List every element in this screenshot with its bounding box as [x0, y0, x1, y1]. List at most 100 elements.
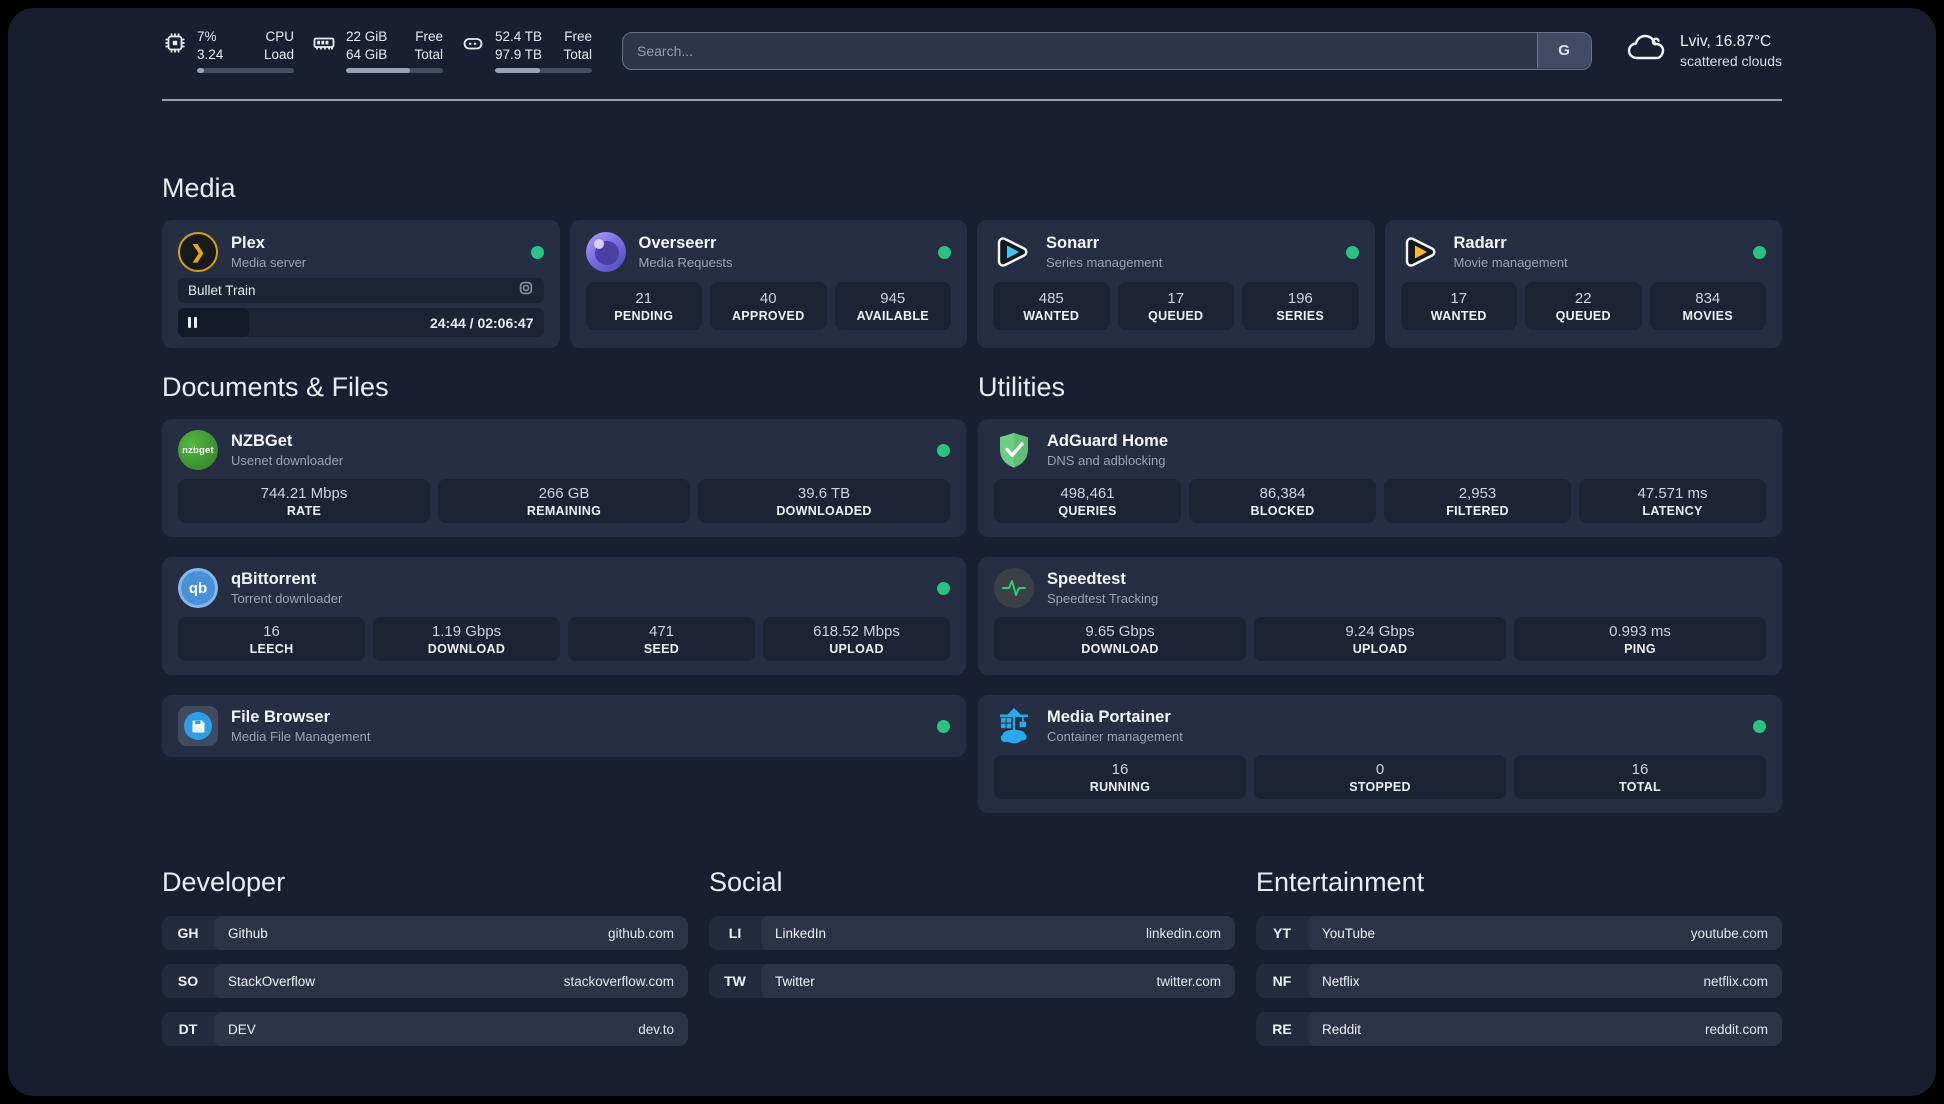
stat-value: 196	[1287, 289, 1313, 307]
stat-label: WANTED	[1430, 308, 1487, 323]
app-card-radarr[interactable]: Radarr Movie management 17 WANTED 22 QUE…	[1384, 220, 1782, 349]
stat-tile: 17 QUEUED	[1117, 282, 1234, 331]
bookmark-stackoverflow[interactable]: SO StackOverflow stackoverflow.com	[162, 964, 688, 999]
app-card-portainer[interactable]: Media Portainer Container management 16 …	[978, 695, 1782, 814]
disk-free: 52.4 TB	[495, 29, 543, 44]
utilities-column: Utilities AdGuard Home	[978, 372, 1782, 814]
stat-tile: 2,953 FILTERED	[1384, 479, 1571, 524]
radarr-icon	[1401, 232, 1441, 272]
stat-tile: 498,461 QUERIES	[994, 479, 1181, 524]
stat-tile: 266 GB REMAINING	[438, 479, 690, 524]
bookmark-twitter[interactable]: TW Twitter twitter.com	[709, 964, 1235, 999]
stat-label: UPLOAD	[829, 641, 884, 656]
status-dot	[938, 245, 951, 259]
app-card-qbittorrent[interactable]: qb qBittorrent Torrent downloader 16 LEE…	[162, 557, 966, 676]
stat-value: 744.21 Mbps	[260, 484, 348, 502]
app-card-speedtest[interactable]: Speedtest Speedtest Tracking 9.65 Gbps D…	[978, 557, 1782, 676]
app-desc: DNS and adblocking	[1047, 453, 1166, 469]
stat-tile: 0 STOPPED	[1254, 755, 1506, 800]
entertainment-column: Entertainment YT YouTube youtube.com NF …	[1256, 867, 1782, 1060]
app-card-adguard[interactable]: AdGuard Home DNS and adblocking 498,461 …	[978, 419, 1782, 538]
ram-widget: 22 GiB 64 GiB Free Total	[311, 28, 443, 74]
bookmarks-area: Developer GH Github github.com SO StackO…	[162, 867, 1782, 1060]
qbittorrent-icon: qb	[178, 568, 218, 609]
stat-value: 22	[1574, 289, 1592, 307]
app-card-sonarr[interactable]: Sonarr Series management 485 WANTED 17 Q…	[977, 220, 1375, 349]
bookmark-url: dev.to	[638, 1021, 674, 1037]
stat-label: QUEUED	[1148, 308, 1204, 323]
ram-icon	[311, 30, 337, 73]
floppy-icon	[184, 712, 212, 741]
app-desc: Usenet downloader	[231, 453, 344, 469]
playback-progress-bar[interactable]: 24:44 / 02:06:47	[178, 308, 544, 338]
search-input[interactable]	[622, 31, 1593, 70]
cpu-labels: CPU Load	[264, 28, 294, 63]
app-card-plex[interactable]: ❯ Plex Media server Bullet Train	[162, 220, 560, 349]
bookmark-youtube[interactable]: YT YouTube youtube.com	[1256, 916, 1782, 951]
stat-value: 498,461	[1060, 484, 1115, 502]
status-dot	[937, 443, 950, 457]
sonarr-icon	[993, 232, 1033, 272]
app-name: Radarr	[1453, 233, 1507, 252]
stat-tile: 9.65 Gbps DOWNLOAD	[994, 617, 1246, 662]
now-playing-row: Bullet Train	[178, 278, 544, 304]
pause-icon[interactable]	[188, 317, 197, 329]
stat-tile: 22 QUEUED	[1525, 282, 1642, 331]
weather-condition: scattered clouds	[1680, 52, 1782, 69]
bookmark-dev[interactable]: DT DEV dev.to	[162, 1012, 688, 1047]
stat-label: PING	[1624, 641, 1656, 656]
ram-sublabel: Total	[414, 46, 443, 62]
cpu-sublabel: Load	[263, 46, 294, 62]
bookmark-url: netflix.com	[1703, 973, 1768, 989]
weather-widget[interactable]: Lviv, 16.87°C scattered clouds	[1624, 30, 1782, 71]
stat-value: 834	[1695, 289, 1721, 307]
portainer-icon	[994, 706, 1034, 746]
stat-value: 471	[648, 622, 675, 640]
bookmark-linkedin[interactable]: LI LinkedIn linkedin.com	[709, 916, 1235, 951]
stat-label: AVAILABLE	[856, 308, 929, 323]
bookmark-netflix[interactable]: NF Netflix netflix.com	[1256, 964, 1782, 999]
speedtest-icon	[994, 568, 1034, 609]
app-name: Speedtest	[1047, 569, 1126, 588]
stat-tile: 9.24 Gbps UPLOAD	[1254, 617, 1506, 662]
video-camera-icon	[518, 280, 534, 301]
section-title-utilities: Utilities	[978, 372, 1066, 403]
stat-tile: 834 MOVIES	[1649, 282, 1766, 331]
stat-label: APPROVED	[731, 308, 805, 323]
search-engine-button[interactable]: G	[1536, 33, 1591, 69]
section-title-developer: Developer	[162, 867, 286, 898]
bookmark-github[interactable]: GH Github github.com	[162, 916, 688, 951]
bookmark-abbr: TW	[724, 973, 746, 990]
stat-value: 40	[759, 289, 777, 307]
bookmark-reddit[interactable]: RE Reddit reddit.com	[1256, 1012, 1782, 1047]
ram-labels: Free Total	[414, 28, 443, 63]
app-card-overseerr[interactable]: Overseerr Media Requests 21 PENDING 40 A…	[569, 220, 967, 349]
stat-value: 39.6 TB	[797, 484, 851, 502]
media-row: ❯ Plex Media server Bullet Train	[162, 220, 1782, 349]
bookmark-name: Twitter	[775, 973, 815, 989]
app-desc: Media server	[231, 255, 307, 271]
bookmark-abbr: DT	[178, 1021, 198, 1038]
social-column: Social LI LinkedIn linkedin.com TW Twitt…	[709, 867, 1235, 1012]
stat-label: PENDING	[614, 308, 674, 323]
stat-label: DOWNLOAD	[427, 641, 506, 656]
status-dot	[1345, 245, 1359, 259]
disk-values: 52.4 TB 97.9 TB	[495, 28, 542, 63]
app-name: Media Portainer	[1047, 707, 1171, 726]
section-title-media: Media	[162, 173, 236, 204]
stat-label: QUEUED	[1555, 308, 1611, 323]
app-card-filebrowser[interactable]: File Browser Media File Management	[162, 695, 966, 758]
cpu-values: 7% 3.24	[197, 28, 223, 63]
app-desc: Media Requests	[638, 255, 733, 271]
weather-location-temp: Lviv, 16.87°C	[1680, 32, 1772, 50]
app-name: qBittorrent	[231, 569, 317, 588]
cpu-load: 3.24	[197, 46, 224, 62]
stat-tile: 196 SERIES	[1242, 282, 1359, 331]
stat-tile: 471 SEED	[568, 617, 755, 662]
disk-label: Free	[564, 29, 592, 44]
status-dot	[937, 719, 950, 733]
cpu-label: CPU	[265, 29, 294, 44]
stat-label: FILTERED	[1446, 503, 1509, 518]
stat-value: 16	[1631, 760, 1649, 778]
app-card-nzbget[interactable]: nzbget NZBGet Usenet downloader 744.21 M…	[162, 419, 966, 538]
